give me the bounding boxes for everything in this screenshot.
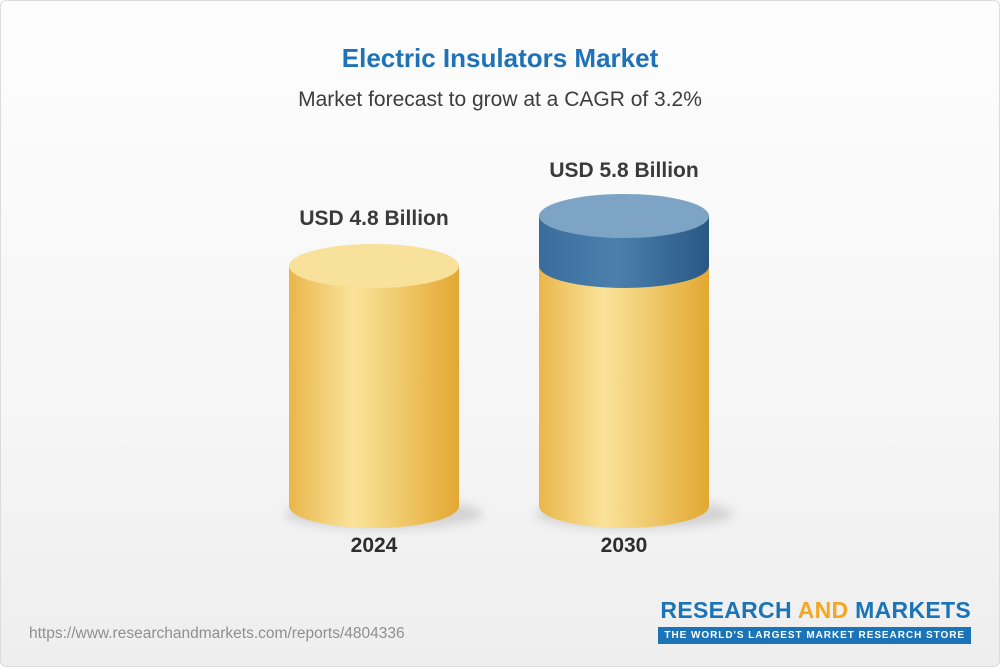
logo-research: RESEARCH (660, 597, 792, 623)
value-label-2030: USD 5.8 Billion (549, 159, 699, 182)
logo-markets: MARKETS (855, 597, 971, 623)
year-label-2024: 2024 (350, 534, 398, 557)
value-label-2024: USD 4.8 Billion (299, 207, 449, 230)
logo-and: AND (797, 597, 849, 623)
chart-subtitle: Market forecast to grow at a CAGR of 3.2… (298, 88, 702, 111)
brand-logo: RESEARCH AND MARKETS THE WORLD'S LARGEST… (658, 597, 971, 644)
chart-title: Electric Insulators Market (341, 43, 659, 73)
logo-tagline: THE WORLD'S LARGEST MARKET RESEARCH STOR… (658, 627, 971, 644)
report-url: https://www.researchandmarkets.com/repor… (29, 625, 405, 642)
year-label-2030: 2030 (600, 534, 648, 557)
logo-wordmark: RESEARCH AND MARKETS (660, 597, 971, 624)
